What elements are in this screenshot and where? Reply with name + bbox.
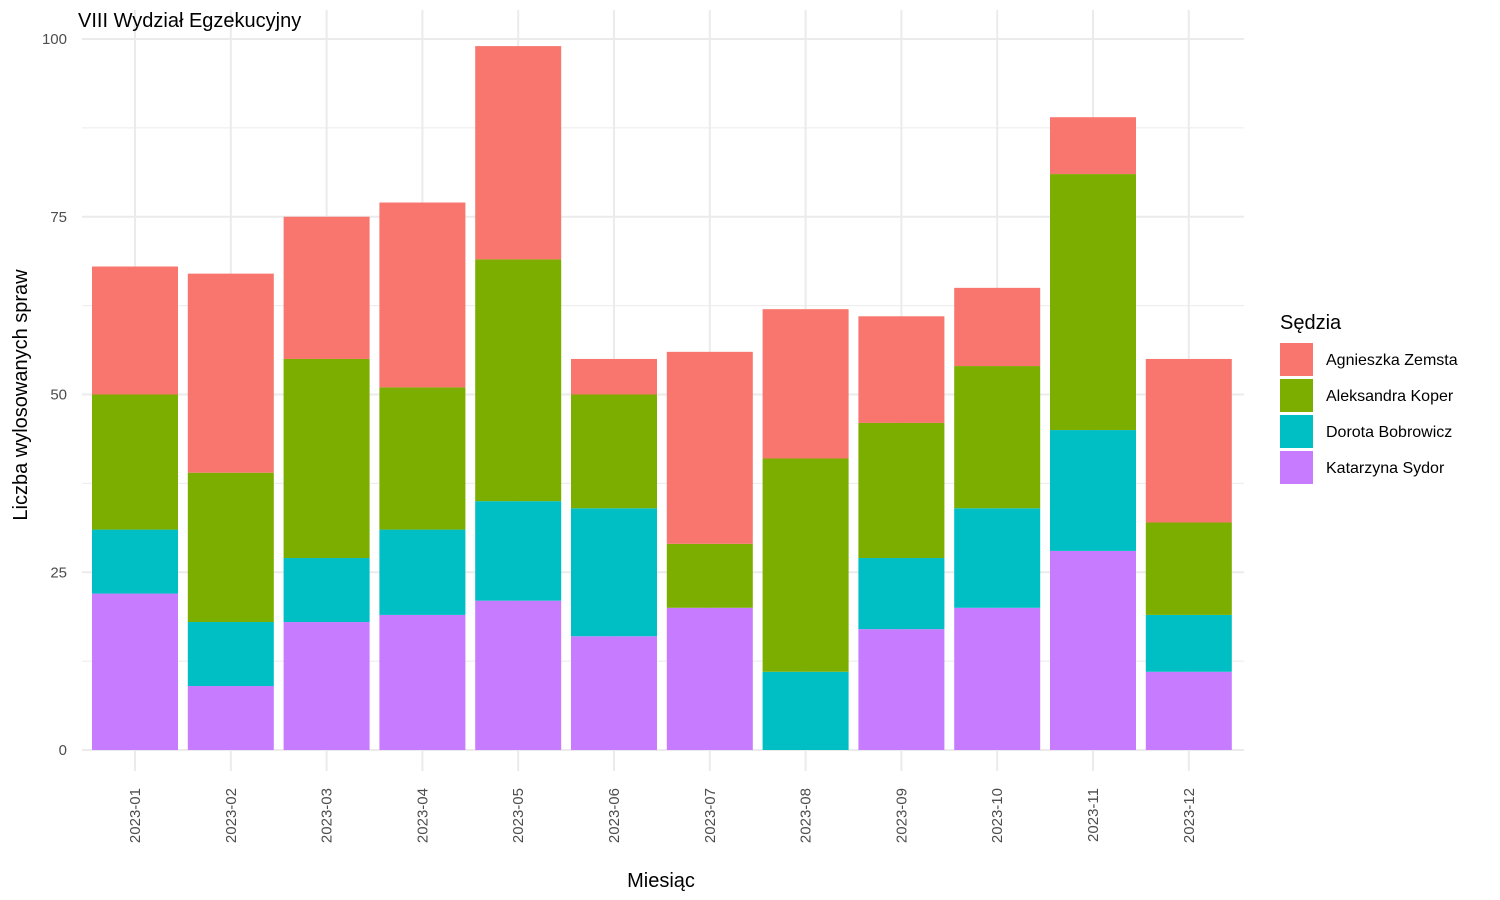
- legend-swatch: [1280, 415, 1313, 448]
- bar-segment: [1050, 174, 1136, 431]
- bar-segment: [762, 309, 849, 459]
- x-axis-title: Miesiąc: [627, 870, 695, 892]
- bar-segment: [187, 273, 274, 473]
- bar-segment: [666, 543, 753, 608]
- bar-segment: [571, 636, 657, 750]
- x-tick-label: 2023-10: [989, 788, 1006, 843]
- bar-segment: [954, 508, 1041, 608]
- x-tick-label: 2023-11: [1085, 788, 1102, 842]
- legend-label: Dorota Bobrowicz: [1326, 424, 1452, 441]
- bar-segment: [475, 46, 562, 260]
- bar-segment: [954, 366, 1041, 509]
- y-tick-label: 25: [50, 564, 67, 581]
- bar-segment: [954, 287, 1041, 367]
- chart-title: VIII Wydział Egzekucyjny: [78, 10, 301, 32]
- legend-label: Katarzyna Sydor: [1326, 460, 1445, 477]
- bar-segment: [571, 508, 657, 637]
- x-tick-label: 2023-03: [319, 788, 336, 843]
- bar-segment: [475, 259, 562, 502]
- bar-segment: [858, 558, 945, 630]
- bars: [92, 46, 1232, 750]
- legend-swatch: [1280, 451, 1313, 484]
- legend-swatch: [1280, 343, 1313, 376]
- bar-segment: [1050, 430, 1136, 551]
- legend-label: Aleksandra Koper: [1326, 388, 1454, 405]
- bar-segment: [762, 458, 849, 672]
- bar-segment: [571, 358, 657, 395]
- y-axis-title: Liczba wylosowanych spraw: [10, 269, 32, 521]
- y-tick-label: 0: [59, 742, 67, 759]
- legend-label: Agnieszka Zemsta: [1326, 352, 1458, 369]
- bar-segment: [379, 202, 466, 388]
- x-tick-label: 2023-01: [127, 788, 144, 843]
- bar-segment: [666, 607, 753, 750]
- bar-segment: [571, 394, 657, 509]
- y-tick-label: 75: [50, 209, 67, 226]
- bar-segment: [283, 216, 370, 359]
- bar-segment: [187, 472, 274, 623]
- y-axis-ticks: 0 25 50 75 100: [42, 31, 67, 759]
- bar-segment: [666, 351, 753, 544]
- bar-segment: [379, 529, 466, 615]
- bar-segment: [92, 394, 178, 530]
- bar-segment: [1145, 358, 1232, 523]
- bar-segment: [1050, 550, 1136, 750]
- x-tick-label: 2023-04: [414, 788, 431, 843]
- y-tick-label: 50: [50, 387, 67, 404]
- x-tick-label: 2023-02: [223, 788, 240, 843]
- bar-segment: [1145, 522, 1232, 615]
- bar-segment: [92, 529, 178, 594]
- bar-segment: [92, 266, 178, 395]
- bar-segment: [475, 600, 562, 750]
- bar-segment: [762, 671, 849, 750]
- bar-segment: [1050, 117, 1136, 175]
- y-tick-label: 100: [42, 31, 67, 48]
- bar-segment: [858, 422, 945, 559]
- bar-segment: [283, 558, 370, 623]
- bar-segment: [187, 622, 274, 687]
- bar-segment: [475, 501, 562, 601]
- bar-segment: [92, 593, 178, 750]
- bar-segment: [858, 316, 945, 423]
- x-tick-label: 2023-07: [702, 788, 719, 843]
- bar-segment: [858, 629, 945, 750]
- bar-segment: [283, 622, 370, 750]
- legend-title: Sędzia: [1280, 312, 1342, 334]
- x-tick-label: 2023-08: [798, 788, 815, 843]
- x-tick-label: 2023-09: [893, 788, 910, 843]
- bar-segment: [283, 358, 370, 559]
- x-tick-label: 2023-06: [606, 788, 623, 843]
- x-tick-label: 2023-12: [1181, 788, 1198, 843]
- bar-segment: [379, 614, 466, 750]
- bar-segment: [379, 387, 466, 530]
- bar-segment: [954, 607, 1041, 750]
- legend-swatch: [1280, 379, 1313, 412]
- bar-segment: [1145, 614, 1232, 672]
- legend: Sędzia Agnieszka Zemsta Aleksandra Koper D…: [1280, 312, 1458, 484]
- x-tick-label: 2023-05: [510, 788, 527, 843]
- bar-segment: [187, 686, 274, 750]
- x-axis-ticks: 2023-01 2023-02 2023-03 2023-04 2023-05 2023-…: [127, 788, 1198, 843]
- bar-segment: [1145, 671, 1232, 750]
